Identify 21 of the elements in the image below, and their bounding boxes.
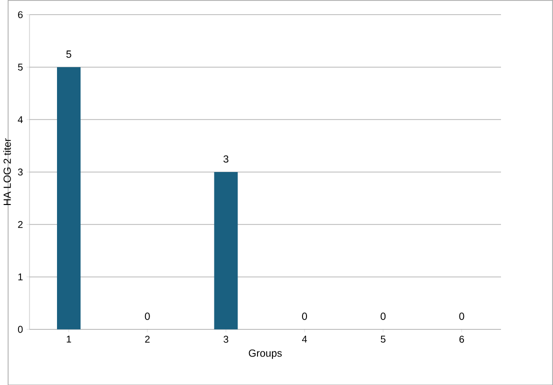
y-tick-label: 0 [18,326,23,333]
y-tick-label: 4 [18,116,23,123]
x-tick-label: 1 [66,336,72,342]
y-tick-label: 1 [18,273,23,280]
x-tick-label: 3 [224,336,228,342]
y-tick-label: 5 [18,63,23,70]
data-label: 0 [144,312,150,320]
data-label: 0 [380,312,386,320]
y-tick-label: 3 [18,168,23,176]
y-tick-label: 2 [18,220,23,228]
x-tick-label: 4 [302,336,307,342]
data-label: 0 [459,312,464,320]
data-label: 5 [66,50,72,58]
x-axis-title: Groups [248,349,282,359]
y-axis-title: HA LOG 2 titer [3,138,11,205]
data-label: 3 [223,155,228,162]
x-tick-label: 2 [145,336,150,342]
data-label: 0 [302,312,307,320]
y-tick-label: 6 [18,10,23,18]
x-tick-label: 5 [380,336,386,342]
x-tick-label: 6 [459,336,464,342]
